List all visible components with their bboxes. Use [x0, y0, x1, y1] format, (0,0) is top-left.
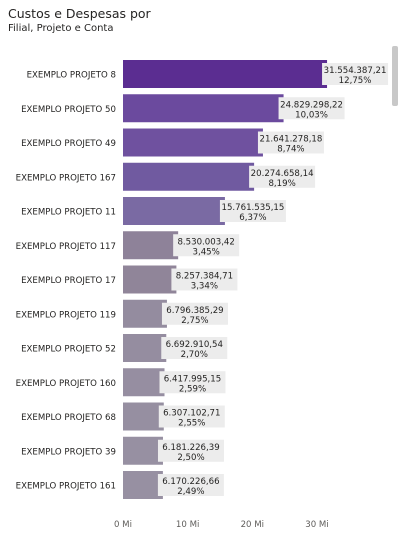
- data-label-percent: 6,37%: [239, 213, 266, 223]
- data-label-background: [159, 371, 226, 394]
- bar[interactable]: [123, 471, 163, 499]
- bar[interactable]: [123, 265, 177, 294]
- category-label: EXEMPLO PROJETO 17: [21, 276, 116, 286]
- bar[interactable]: [123, 197, 225, 225]
- data-label-background: [278, 97, 345, 120]
- data-label-percent: 2,59%: [179, 384, 206, 394]
- bar[interactable]: [123, 368, 165, 397]
- data-label-value: 15.761.535,15: [221, 203, 284, 213]
- data-label-percent: 8,19%: [268, 179, 295, 189]
- chart-title-block: Custos e Despesas por Filial, Projeto e …: [8, 6, 151, 36]
- category-label: EXEMPLO PROJETO 50: [21, 105, 116, 115]
- x-tick-label: 0 Mi: [114, 520, 132, 530]
- data-label-percent: 8,74%: [277, 145, 304, 155]
- data-label-value: 8.530.003,42: [177, 237, 234, 247]
- data-label-percent: 2,49%: [177, 487, 204, 497]
- data-label-value: 24.829.298,22: [280, 100, 343, 110]
- chart-subtitle: Filial, Projeto e Conta: [8, 23, 114, 34]
- x-tick-label: 10 Mi: [176, 520, 199, 530]
- category-label: EXEMPLO PROJETO 8: [27, 71, 116, 81]
- data-label-value: 6.170.226,66: [162, 477, 219, 487]
- data-label-percent: 2,55%: [178, 419, 205, 429]
- data-label-percent: 2,70%: [181, 350, 208, 360]
- data-label-background: [158, 405, 225, 428]
- data-label-value: 6.181.226,39: [162, 443, 219, 453]
- scrollbar[interactable]: [391, 44, 399, 514]
- data-label-background: [173, 234, 240, 257]
- bar[interactable]: [123, 128, 263, 157]
- bar[interactable]: [123, 402, 164, 431]
- data-label-value: 6.307.102,71: [163, 409, 220, 419]
- data-label-background: [257, 131, 324, 154]
- category-label: EXEMPLO PROJETO 68: [21, 413, 116, 423]
- bar[interactable]: [123, 334, 167, 362]
- category-label: EXEMPLO PROJETO 117: [16, 242, 116, 252]
- data-label-background: [157, 474, 224, 496]
- data-label-value: 21.641.278,18: [260, 135, 323, 145]
- category-label: EXEMPLO PROJETO 49: [21, 139, 116, 149]
- data-label-value: 8.257.384,71: [176, 272, 233, 282]
- data-label-value: 31.554.387,21: [324, 66, 387, 76]
- data-label-background: [249, 165, 316, 188]
- data-label-value: 6.692.910,54: [166, 340, 223, 350]
- category-label: EXEMPLO PROJETO 167: [16, 173, 116, 183]
- bar[interactable]: [123, 60, 328, 88]
- data-label-percent: 10,03%: [295, 110, 328, 120]
- data-label-background: [171, 268, 238, 291]
- data-label-percent: 3,34%: [191, 282, 218, 292]
- chart-title: Custos e Despesas por: [8, 6, 151, 21]
- category-label: EXEMPLO PROJETO 11: [21, 208, 116, 218]
- data-label-percent: 2,75%: [181, 316, 208, 326]
- x-tick-label: 20 Mi: [241, 520, 264, 530]
- bar[interactable]: [123, 299, 167, 328]
- category-label: EXEMPLO PROJETO 160: [16, 379, 116, 389]
- data-label-background: [161, 302, 228, 325]
- data-label-percent: 12,75%: [339, 76, 372, 86]
- bar[interactable]: [123, 436, 163, 465]
- data-label-value: 6.417.995,15: [164, 374, 221, 384]
- data-label-background: [219, 200, 286, 222]
- category-label: EXEMPLO PROJETO 161: [16, 482, 116, 492]
- scrollbar-thumb[interactable]: [392, 46, 398, 106]
- data-label-percent: 2,50%: [177, 453, 204, 463]
- category-label: EXEMPLO PROJETO 39: [21, 447, 116, 457]
- bar[interactable]: [123, 231, 179, 260]
- x-tick-label: 30 Mi: [305, 520, 328, 530]
- bar[interactable]: [123, 162, 255, 191]
- data-label-value: 6.796.385,29: [166, 306, 223, 316]
- data-label-background: [322, 63, 389, 85]
- bar[interactable]: [123, 94, 284, 123]
- data-label-background: [161, 337, 228, 359]
- category-label: EXEMPLO PROJETO 52: [21, 345, 116, 355]
- data-label-value: 20.274.658,14: [251, 169, 314, 179]
- data-label-background: [157, 439, 224, 462]
- category-label: EXEMPLO PROJETO 119: [16, 310, 116, 320]
- data-label-percent: 3,45%: [193, 247, 220, 257]
